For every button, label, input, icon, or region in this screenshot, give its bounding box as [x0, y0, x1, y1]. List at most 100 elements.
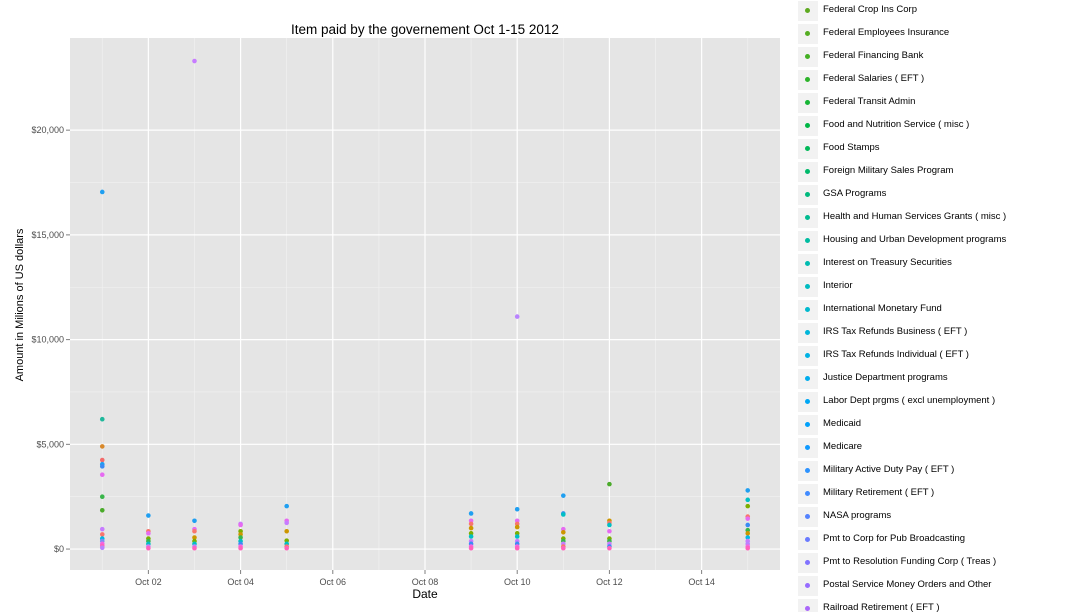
legend-item: Labor Dept prgms ( excl unemployment ) [796, 391, 1072, 414]
legend-item: IRS Tax Refunds Individual ( EFT ) [796, 345, 1072, 368]
legend-dot-icon [805, 238, 810, 243]
x-axis-ticks: Oct 02 Oct 04 Oct 06 Oct 08 Oct 10 Oct 12 Oct … [135, 570, 715, 587]
legend-dot-icon [805, 468, 810, 473]
data-point [192, 545, 197, 551]
legend-label: Federal Salaries ( EFT ) [823, 73, 925, 84]
legend-label: Federal Crop Ins Corp [823, 4, 917, 15]
legend-label: Housing and Urban Development programs [823, 234, 1007, 245]
legend-dot-icon [805, 353, 810, 358]
legend-label: Medicare [823, 441, 863, 452]
legend-dot-icon [805, 284, 810, 289]
legend-dot-icon [805, 8, 810, 13]
legend-key [798, 47, 818, 67]
data-point [514, 314, 520, 319]
legend-label: IRS Tax Refunds Business ( EFT ) [823, 326, 968, 337]
legend-item: Pmt to Resolution Funding Corp ( Treas ) [796, 552, 1072, 575]
legend-label: Pmt to Corp for Pub Broadcasting [823, 533, 966, 544]
legend-label: Justice Department programs [823, 372, 948, 383]
data-point [514, 506, 520, 512]
legend-item: Interior [796, 276, 1072, 299]
data-point [99, 464, 105, 469]
legend-dot-icon [805, 31, 810, 36]
legend-label: Food and Nutrition Service ( misc ) [823, 119, 970, 130]
legend-key [798, 70, 818, 90]
major-gridlines [70, 38, 780, 570]
scatter-chart: $0$5,000$10,000$15,000$20,000 Oct 02 Oct … [14, 22, 780, 601]
legend-key [798, 277, 818, 297]
data-point [561, 493, 566, 498]
legend-dot-icon [805, 514, 810, 519]
data-point [468, 525, 474, 531]
data-point [745, 516, 751, 521]
legend-key [798, 507, 818, 527]
data-point [238, 522, 243, 528]
legend-key [798, 392, 818, 412]
legend-key [798, 185, 818, 205]
legend-item: International Monetary Fund [796, 299, 1072, 322]
legend-label: GSA Programs [823, 188, 887, 199]
x-tick-label: Oct 10 [504, 577, 531, 587]
legend-label: Interest on Treasury Securities [823, 257, 952, 268]
legend-item: Railroad Retirement ( EFT ) [796, 598, 1072, 612]
data-point [192, 58, 197, 64]
legend-dot-icon [805, 307, 810, 312]
legend-item: Federal Financing Bank [796, 46, 1072, 69]
data-point [99, 189, 105, 195]
legend-key [798, 24, 818, 44]
legend-label: Military Retirement ( EFT ) [823, 487, 935, 498]
data-point [745, 503, 751, 509]
data-point [284, 545, 289, 551]
legend-key [798, 139, 818, 159]
legend-item: NASA programs [796, 506, 1072, 529]
legend-key [798, 553, 818, 573]
legend-item: Federal Crop Ins Corp [796, 0, 1072, 23]
data-point [99, 508, 105, 513]
legend-item: Food and Nutrition Service ( misc ) [796, 115, 1072, 138]
data-point [146, 545, 151, 551]
data-point [192, 528, 197, 534]
legend-key [798, 162, 818, 182]
legend-dot-icon [805, 192, 810, 197]
legend-dot-icon [805, 422, 810, 427]
y-tick-label: $20,000 [31, 125, 64, 135]
legend-item: Pmt to Corp for Pub Broadcasting [796, 529, 1072, 552]
legend-key [798, 254, 818, 274]
legend-item: Federal Transit Admin [796, 92, 1072, 115]
data-point [561, 512, 566, 517]
legend-dot-icon [805, 560, 810, 565]
legend-dot-icon [805, 169, 810, 174]
legend-key [798, 484, 818, 504]
legend-item: Postal Service Money Orders and Other [796, 575, 1072, 598]
x-tick-label: Oct 06 [320, 577, 347, 587]
data-point [146, 531, 151, 536]
x-axis-label: Date [412, 587, 438, 601]
legend-label: Federal Transit Admin [823, 96, 916, 107]
legend-item: Foreign Military Sales Program [796, 161, 1072, 184]
legend-label: Postal Service Money Orders and Other [823, 579, 992, 590]
data-point [99, 545, 105, 551]
legend-key [798, 346, 818, 366]
data-point [99, 457, 105, 463]
legend-label: Federal Financing Bank [823, 50, 924, 61]
y-tick-label: $5,000 [36, 439, 64, 449]
legend-label: Federal Employees Insurance [823, 27, 950, 38]
data-point [745, 545, 751, 551]
legend-item: Military Retirement ( EFT ) [796, 483, 1072, 506]
legend-dot-icon [805, 100, 810, 105]
data-point [238, 545, 243, 551]
legend-dot-icon [805, 399, 810, 404]
data-point [514, 534, 520, 539]
legend-dot-icon [805, 146, 810, 151]
data-point [468, 534, 474, 539]
legend-label: Railroad Retirement ( EFT ) [823, 602, 940, 612]
legend-item: Health and Human Services Grants ( misc … [796, 207, 1072, 230]
legend-item: Housing and Urban Development programs [796, 230, 1072, 253]
data-point [284, 503, 289, 509]
data-point [607, 522, 612, 528]
data-point [561, 529, 566, 535]
data-point [468, 545, 474, 551]
data-point [99, 532, 105, 537]
x-tick-label: Oct 02 [135, 577, 162, 587]
legend-key [798, 415, 818, 435]
legend-dot-icon [805, 215, 810, 220]
